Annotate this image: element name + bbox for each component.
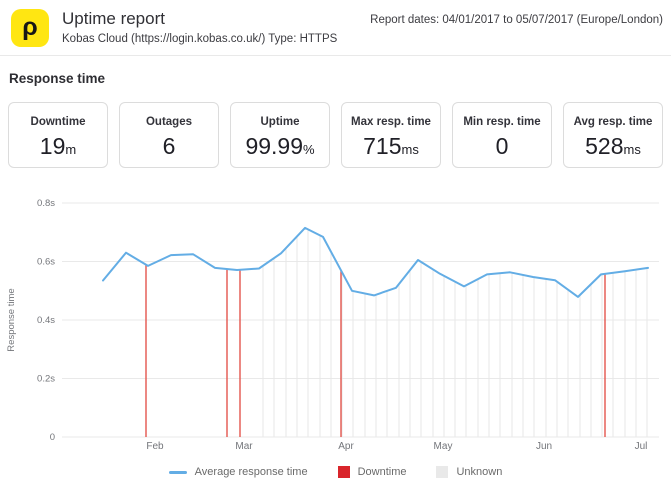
svg-text:Mar: Mar (235, 441, 253, 452)
stat-box-min-resp-time: Min resp. time 0 (452, 102, 552, 168)
svg-text:May: May (434, 441, 453, 452)
downtime-lines (145, 264, 606, 437)
header-titles: Uptime report Kobas Cloud (https://login… (62, 9, 370, 45)
legend-label: Unknown (456, 466, 503, 478)
svg-text:Feb: Feb (146, 441, 164, 452)
month-labels: Feb Mar Apr May Jun Jul (146, 441, 647, 452)
check-subtitle: Kobas Cloud (https://login.kobas.co.uk/)… (62, 33, 338, 45)
pingdom-logo: ρ (11, 9, 49, 47)
stat-value: 0 (495, 133, 509, 159)
y-tick-labels: 0 0.2s 0.4s 0.6s 0.8s (37, 198, 55, 443)
svg-text:0.6s: 0.6s (37, 257, 55, 268)
legend-label: Downtime (357, 466, 407, 478)
response-time-chart-wrap: 0 0.2s 0.4s 0.6s 0.8s Feb Mar Apr May Jun Jul Respo… (0, 187, 671, 457)
legend-label: Average response time (194, 466, 308, 478)
stat-label: Min resp. time (463, 116, 541, 128)
stat-label: Downtime (30, 116, 86, 128)
legend-square-swatch (436, 466, 449, 478)
pingdom-logo-glyph: ρ (22, 12, 38, 41)
stat-box-downtime: Downtime 19m (8, 102, 108, 168)
section-title: Response time (9, 71, 106, 86)
svg-text:0: 0 (50, 432, 55, 443)
stat-box-outages: Outages 6 (119, 102, 219, 168)
svg-text:Jun: Jun (536, 441, 552, 452)
stat-value: 715ms (363, 133, 419, 159)
legend-item-downtime: Downtime (337, 466, 407, 478)
response-time-chart: 0 0.2s 0.4s 0.6s 0.8s Feb Mar Apr May Jun Jul Respo… (6, 198, 659, 452)
svg-text:Apr: Apr (338, 441, 354, 452)
stat-box-max-resp-time: Max resp. time 715ms (341, 102, 441, 168)
y-axis-label: Response time (6, 288, 17, 351)
stats-row: Downtime 19m Outages 6 Uptime 99.99% Max resp.… (8, 102, 663, 168)
stat-label: Avg resp. time (573, 116, 653, 128)
chart-legend: Average response time Downtime Unknown (0, 461, 671, 483)
page-title: Uptime report (62, 9, 165, 28)
stat-value: 528ms (585, 133, 641, 159)
legend-square-swatch (337, 466, 350, 478)
legend-item-average-response-time: Average response time (168, 466, 308, 478)
stat-box-uptime: Uptime 99.99% (230, 102, 330, 168)
stat-value: 6 (162, 133, 176, 159)
svg-text:0.2s: 0.2s (37, 374, 55, 385)
stat-box-avg-resp-time: Avg resp. time 528ms (563, 102, 663, 168)
svg-text:0.8s: 0.8s (37, 198, 55, 209)
legend-item-unknown: Unknown (436, 466, 502, 478)
stat-label: Max resp. time (351, 116, 431, 128)
stat-value: 99.99% (245, 133, 315, 159)
y-gridlines (62, 202, 659, 438)
stat-label: Uptime (260, 116, 300, 128)
avg-response-line (102, 226, 649, 298)
report-dates: Report dates: 04/01/2017 to 05/07/2017 (… (370, 14, 663, 26)
svg-text:Jul: Jul (635, 441, 648, 452)
unknown-bars (262, 229, 648, 437)
report-header: ρ Uptime report Kobas Cloud (https://log… (0, 0, 671, 56)
svg-text:0.4s: 0.4s (37, 315, 55, 326)
legend-line-swatch (168, 470, 187, 474)
stat-value: 19m (39, 133, 77, 159)
stat-label: Outages (145, 116, 192, 128)
